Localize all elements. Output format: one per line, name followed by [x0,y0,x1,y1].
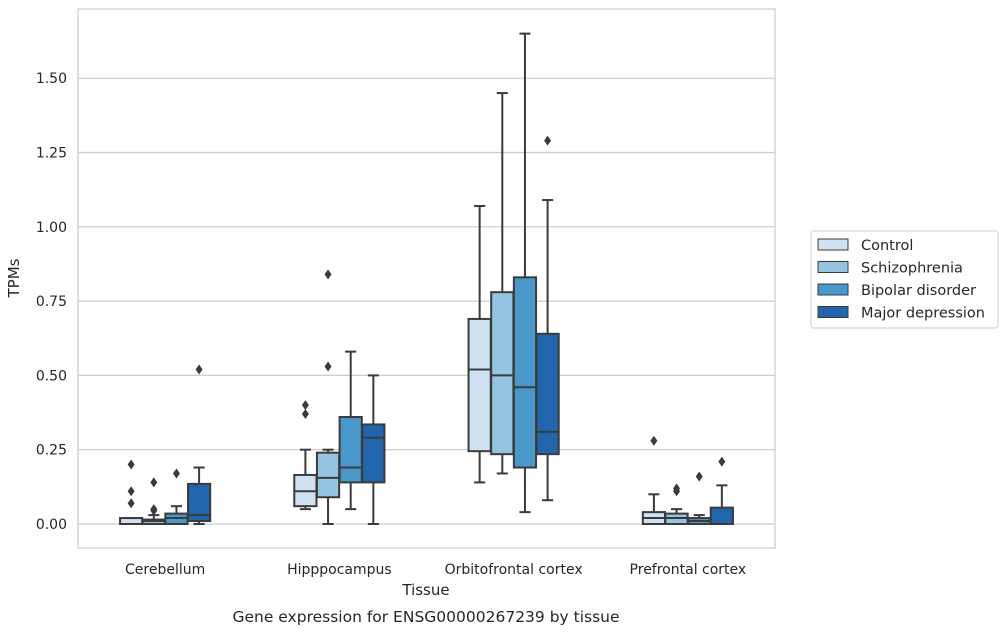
y-tick-label: 0.50 [36,368,67,384]
legend-swatch [817,283,849,296]
box [687,471,712,526]
x-axis-ticks: Cerebellum Hipppocampus Orbitofrontal cort… [125,562,746,578]
series-control [119,204,666,526]
outlier-point [673,483,681,494]
box-body [490,291,515,456]
box [361,374,386,525]
box-body [361,423,386,484]
box [315,269,341,525]
legend-swatch [817,306,849,318]
y-tick-label: 0.00 [36,517,67,533]
box [141,477,166,525]
box [641,435,666,525]
box-series [119,32,734,526]
y-tick-label: 0.25 [36,443,67,459]
box-body [338,416,363,484]
x-axis-label: Tissue [401,581,449,599]
legend-swatch [817,238,849,251]
chart-caption: Gene expression for ENSG00000267239 by t… [232,608,619,626]
box [293,400,318,511]
box-body [709,506,734,525]
x-tick-label: Hipppocampus [287,562,392,578]
y-tick-label: 1.25 [36,146,67,162]
outlier-point [127,486,135,497]
outlier-point [150,504,158,515]
outlier-point [324,361,332,372]
y-tick-label: 1.00 [36,220,67,236]
outlier-point [324,269,332,280]
y-tick-label: 0.75 [36,294,67,310]
series-major-depression [187,135,734,525]
series-bipolar-disorder [164,32,712,526]
legend-label: Major depression [861,306,985,322]
outlier-point [127,498,135,509]
x-tick-label: Cerebellum [125,562,205,578]
box [709,456,734,525]
box-body [467,317,492,453]
y-axis-label: TPMs [5,258,23,298]
box [187,364,212,525]
plot-area-frame [77,8,776,549]
box [535,135,560,502]
outlier-point [150,477,158,488]
legend-frame [810,230,999,329]
y-tick-label: 1.50 [36,71,67,87]
outlier-point [172,468,180,479]
outlier-point [718,456,726,467]
legend: Control Schizophrenia Bipolar disorder Majo… [810,230,999,329]
legend-label: Control [861,238,913,254]
box-body [187,482,212,523]
box-body [535,332,560,456]
outlier-point [650,435,658,446]
outlier-point [544,135,552,146]
outlier-point [127,459,135,470]
y-axis-ticks: 0.00 0.25 0.50 0.75 1.00 1.25 1.50 [36,71,67,533]
outlier-point [695,471,703,482]
legend-label: Schizophrenia [861,261,963,277]
box-body [315,451,341,499]
legend-label: Bipolar disorder [861,283,976,299]
outlier-point [301,400,309,411]
box [664,483,689,526]
series-schizophrenia [141,92,689,526]
box-body [512,276,538,469]
box [490,92,515,475]
legend-swatch [817,261,849,273]
x-tick-label: Orbitofrontal cortex [445,562,583,578]
x-tick-label: Prefrontal cortex [630,562,747,578]
outlier-point [195,364,203,375]
outlier-point [301,409,309,420]
